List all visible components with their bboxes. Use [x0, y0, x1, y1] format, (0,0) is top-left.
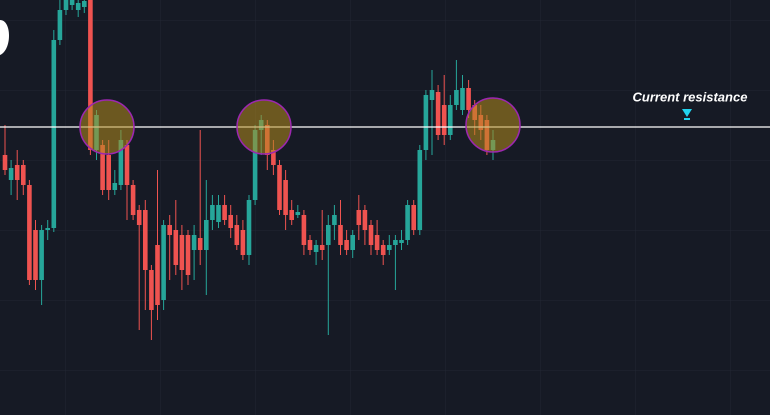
candle-body: [319, 245, 325, 250]
candle-body: [75, 3, 81, 10]
highlight-circle: [465, 97, 521, 153]
candle-body: [106, 155, 111, 190]
candle-body: [161, 225, 166, 300]
candle-body: [277, 165, 282, 210]
candle-body: [27, 185, 32, 280]
candle-body: [222, 205, 227, 220]
candle-body: [338, 225, 343, 245]
candle-body: [399, 240, 404, 243]
logo-fragment: [0, 20, 9, 55]
candle-body: [185, 235, 191, 275]
candle-body: [246, 200, 252, 255]
candle-body: [368, 225, 374, 245]
candle-body: [173, 230, 179, 265]
candle-body: [374, 235, 380, 250]
candle-body: [307, 240, 313, 250]
candle-body: [124, 145, 130, 185]
candle-body: [2, 155, 8, 170]
candle-body: [362, 210, 368, 230]
candle-body: [326, 225, 331, 245]
candle-body: [45, 228, 50, 230]
candle-body: [39, 230, 44, 280]
candle-body: [301, 215, 307, 245]
arrow-icon: [682, 109, 692, 120]
candle-body: [143, 210, 148, 270]
candle-body: [149, 270, 154, 310]
candle-body: [435, 92, 441, 135]
candle-body: [234, 225, 240, 245]
candle-body: [417, 150, 423, 230]
candle-body: [271, 150, 276, 165]
candle-body: [460, 88, 465, 110]
candle-body: [100, 145, 105, 190]
candle-body: [179, 235, 185, 270]
candle-body: [466, 88, 471, 110]
candle-body: [69, 0, 75, 5]
candle-body: [411, 205, 416, 230]
candle-body: [313, 245, 319, 252]
candle-body: [228, 215, 233, 228]
candle-body: [88, 0, 93, 150]
candle-body: [441, 105, 447, 135]
candle-body: [283, 180, 288, 215]
candle-body: [112, 183, 118, 190]
candle-body: [155, 245, 160, 305]
candle-body: [8, 168, 14, 180]
candle-body: [63, 0, 69, 10]
candle-body: [210, 205, 215, 220]
candle-body: [289, 210, 294, 220]
candle-body: [216, 205, 221, 222]
candle-body: [295, 212, 301, 215]
candle-body: [197, 238, 203, 250]
candle-body: [118, 140, 124, 185]
candle-body: [332, 215, 337, 225]
annotation-label: Current resistance: [633, 89, 748, 104]
candle-body: [51, 40, 57, 228]
candle-body: [130, 185, 136, 215]
candle-body: [350, 235, 355, 250]
candle-body: [204, 220, 209, 250]
candle-body: [240, 230, 246, 255]
candle-body: [380, 245, 386, 255]
candle-body: [429, 90, 435, 100]
candle-body: [356, 210, 362, 225]
candle-body: [454, 90, 459, 105]
highlight-circle: [236, 99, 292, 155]
candle-body: [448, 105, 453, 135]
overlays: [0, 97, 770, 155]
candle-body: [393, 240, 398, 245]
candle-body: [387, 245, 392, 250]
candle-body: [33, 230, 38, 280]
candle-body: [423, 95, 429, 150]
candle-body: [167, 225, 172, 235]
candle-body: [14, 165, 20, 180]
candle-body: [344, 240, 349, 250]
candle-body: [57, 10, 63, 40]
candle-body: [252, 130, 258, 200]
candle-body: [82, 1, 87, 7]
candle-body: [405, 205, 410, 240]
highlight-circle: [79, 99, 135, 155]
candle-body: [136, 210, 142, 225]
candle-body: [21, 165, 26, 185]
candle-body: [191, 235, 197, 250]
